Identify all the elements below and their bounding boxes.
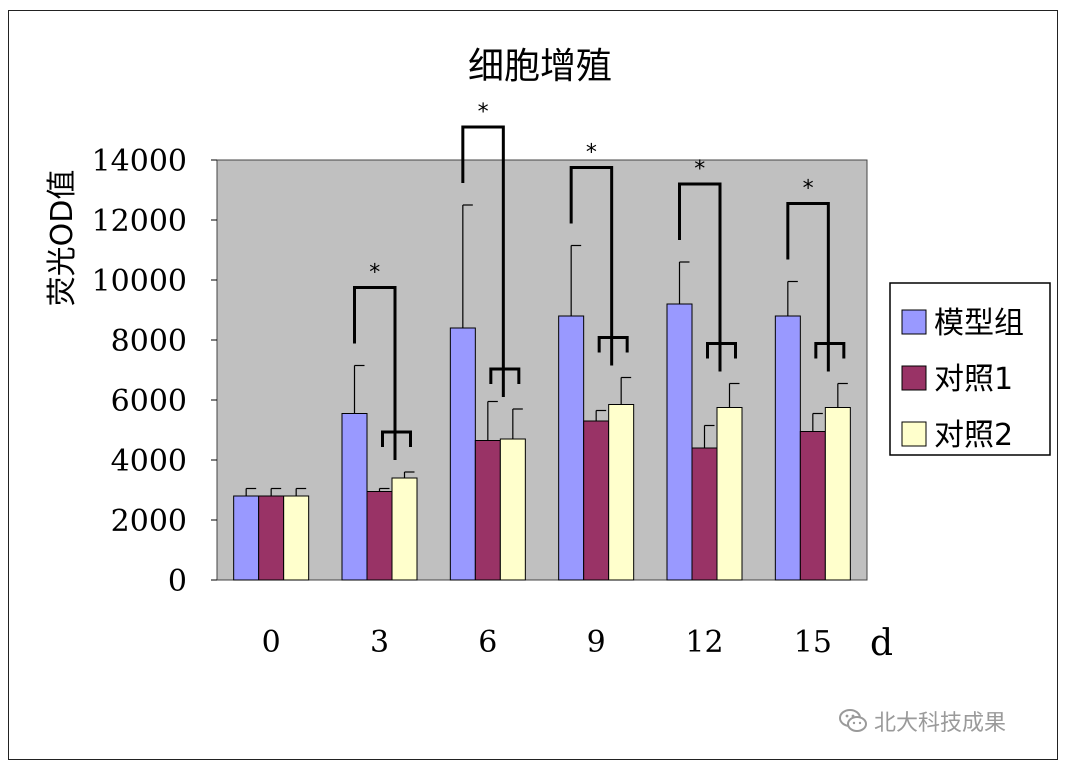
y-tick-label: 12000 [92, 204, 187, 239]
bracket-major [569, 166, 614, 366]
bar [774, 315, 801, 581]
bar [499, 438, 526, 581]
bar [449, 327, 476, 581]
y-axis-label: 荧光OD值 [45, 170, 80, 307]
y-tick-label: 0 [168, 564, 187, 599]
bar [608, 404, 635, 581]
x-tick-label: 0 [262, 625, 281, 660]
bar [666, 303, 693, 581]
bracket-minor [489, 367, 521, 384]
y-tick-label: 6000 [111, 384, 187, 419]
bracket-minor [814, 342, 846, 359]
bar [583, 420, 610, 581]
bracket-major [678, 182, 722, 372]
bar [824, 407, 851, 581]
x-tick-label: 15 [794, 625, 832, 660]
bracket-major [353, 286, 397, 460]
bar [233, 495, 260, 581]
y-tick-label: 4000 [111, 444, 187, 479]
y-tick-label: 8000 [111, 324, 187, 359]
significance-star: * [694, 157, 705, 182]
significance-brackets: * * * * * [353, 100, 846, 460]
bracket-minor [597, 336, 629, 353]
x-tick-label: 6 [478, 625, 497, 660]
error-bars [245, 204, 848, 496]
bar [558, 315, 585, 581]
legend-swatch [901, 421, 927, 447]
bar [474, 440, 501, 581]
significance-star: * [478, 100, 489, 125]
y-ticks: 0 2000 4000 6000 8000 10000 12000 14000 [92, 144, 217, 599]
legend-label: 模型组 [934, 306, 1024, 341]
bar [716, 407, 743, 581]
watermark-text: 北大科技成果 [874, 711, 1007, 736]
bar [799, 431, 826, 581]
bar [691, 447, 718, 581]
significance-star: * [369, 261, 380, 286]
legend-swatch [901, 365, 927, 391]
wechat-icon [839, 709, 867, 732]
bracket-minor [381, 430, 412, 447]
plot-area [216, 159, 868, 581]
x-tick-label: 9 [587, 625, 606, 660]
bar [391, 477, 418, 581]
significance-star: * [803, 177, 814, 202]
y-tick-label: 2000 [111, 504, 187, 539]
watermark: 北大科技成果 [838, 706, 1006, 736]
bar [341, 413, 368, 581]
bar [366, 491, 393, 581]
significance-star: * [586, 141, 597, 166]
legend-label: 对照1 [934, 362, 1013, 397]
bracket-major [461, 125, 505, 397]
x-axis-label: d [870, 623, 893, 664]
bars [233, 303, 851, 581]
legend-label: 对照2 [934, 418, 1013, 453]
bar [283, 495, 310, 581]
legend-swatch [901, 309, 927, 335]
bracket-minor [706, 342, 737, 359]
bracket-major [786, 202, 830, 372]
y-tick-label: 14000 [92, 144, 187, 179]
x-tick-label: 12 [685, 625, 723, 660]
x-ticks: 0 3 6 9 12 15 [262, 625, 832, 660]
chart-title: 细胞增殖 [468, 46, 612, 87]
x-tick-label: 3 [370, 625, 389, 660]
bar [258, 495, 285, 581]
y-tick-label: 10000 [92, 264, 187, 299]
